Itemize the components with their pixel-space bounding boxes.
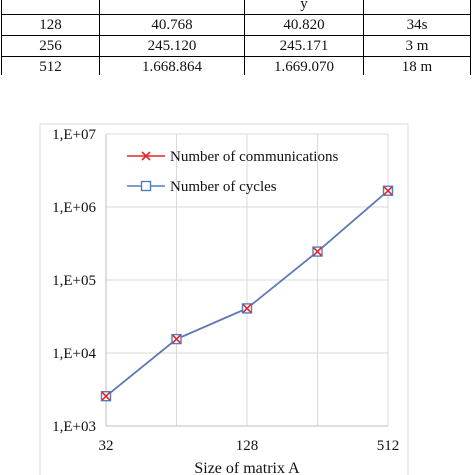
legend-label: Number of communications bbox=[170, 149, 338, 165]
table-cell: 18 m bbox=[363, 56, 471, 75]
table-cell: 512 bbox=[1, 56, 100, 75]
x-axis-title: Size of matrix A bbox=[194, 460, 300, 475]
communications-marker bbox=[171, 334, 182, 344]
table-row: 512 1.668.864 1.669.070 18 m bbox=[1, 56, 471, 75]
y-tick-label: 1,E+06 bbox=[52, 200, 96, 216]
x-tick-label: 128 bbox=[236, 438, 259, 454]
x-tick-label: 32 bbox=[99, 438, 114, 454]
chart-frame bbox=[39, 123, 409, 475]
legend-square-marker bbox=[140, 180, 152, 192]
legend-x-marker bbox=[141, 151, 151, 161]
x-tick-label: 512 bbox=[377, 438, 400, 454]
communications-marker bbox=[101, 391, 111, 401]
table-cell: 245.120 bbox=[99, 35, 245, 57]
table-row: 128 40.768 40.820 34s bbox=[1, 14, 471, 36]
y-tick-label: 1,E+07 bbox=[52, 127, 96, 143]
communications-marker bbox=[312, 247, 323, 257]
legend-label: Number of cycles bbox=[170, 179, 277, 195]
y-tick-label: 1,E+05 bbox=[52, 273, 96, 289]
table-cell: 1.669.070 bbox=[244, 56, 364, 75]
table-cell: 245.171 bbox=[244, 35, 364, 57]
communications-marker bbox=[383, 186, 393, 196]
communications-marker bbox=[242, 303, 252, 314]
table-cell: 1.668.864 bbox=[99, 56, 245, 75]
table-cell: 34s bbox=[363, 14, 471, 36]
y-tick-label: 1,E+04 bbox=[52, 346, 96, 362]
y-tick-label: 1,E+03 bbox=[52, 419, 96, 435]
table-header-row: y bbox=[1, 0, 471, 15]
